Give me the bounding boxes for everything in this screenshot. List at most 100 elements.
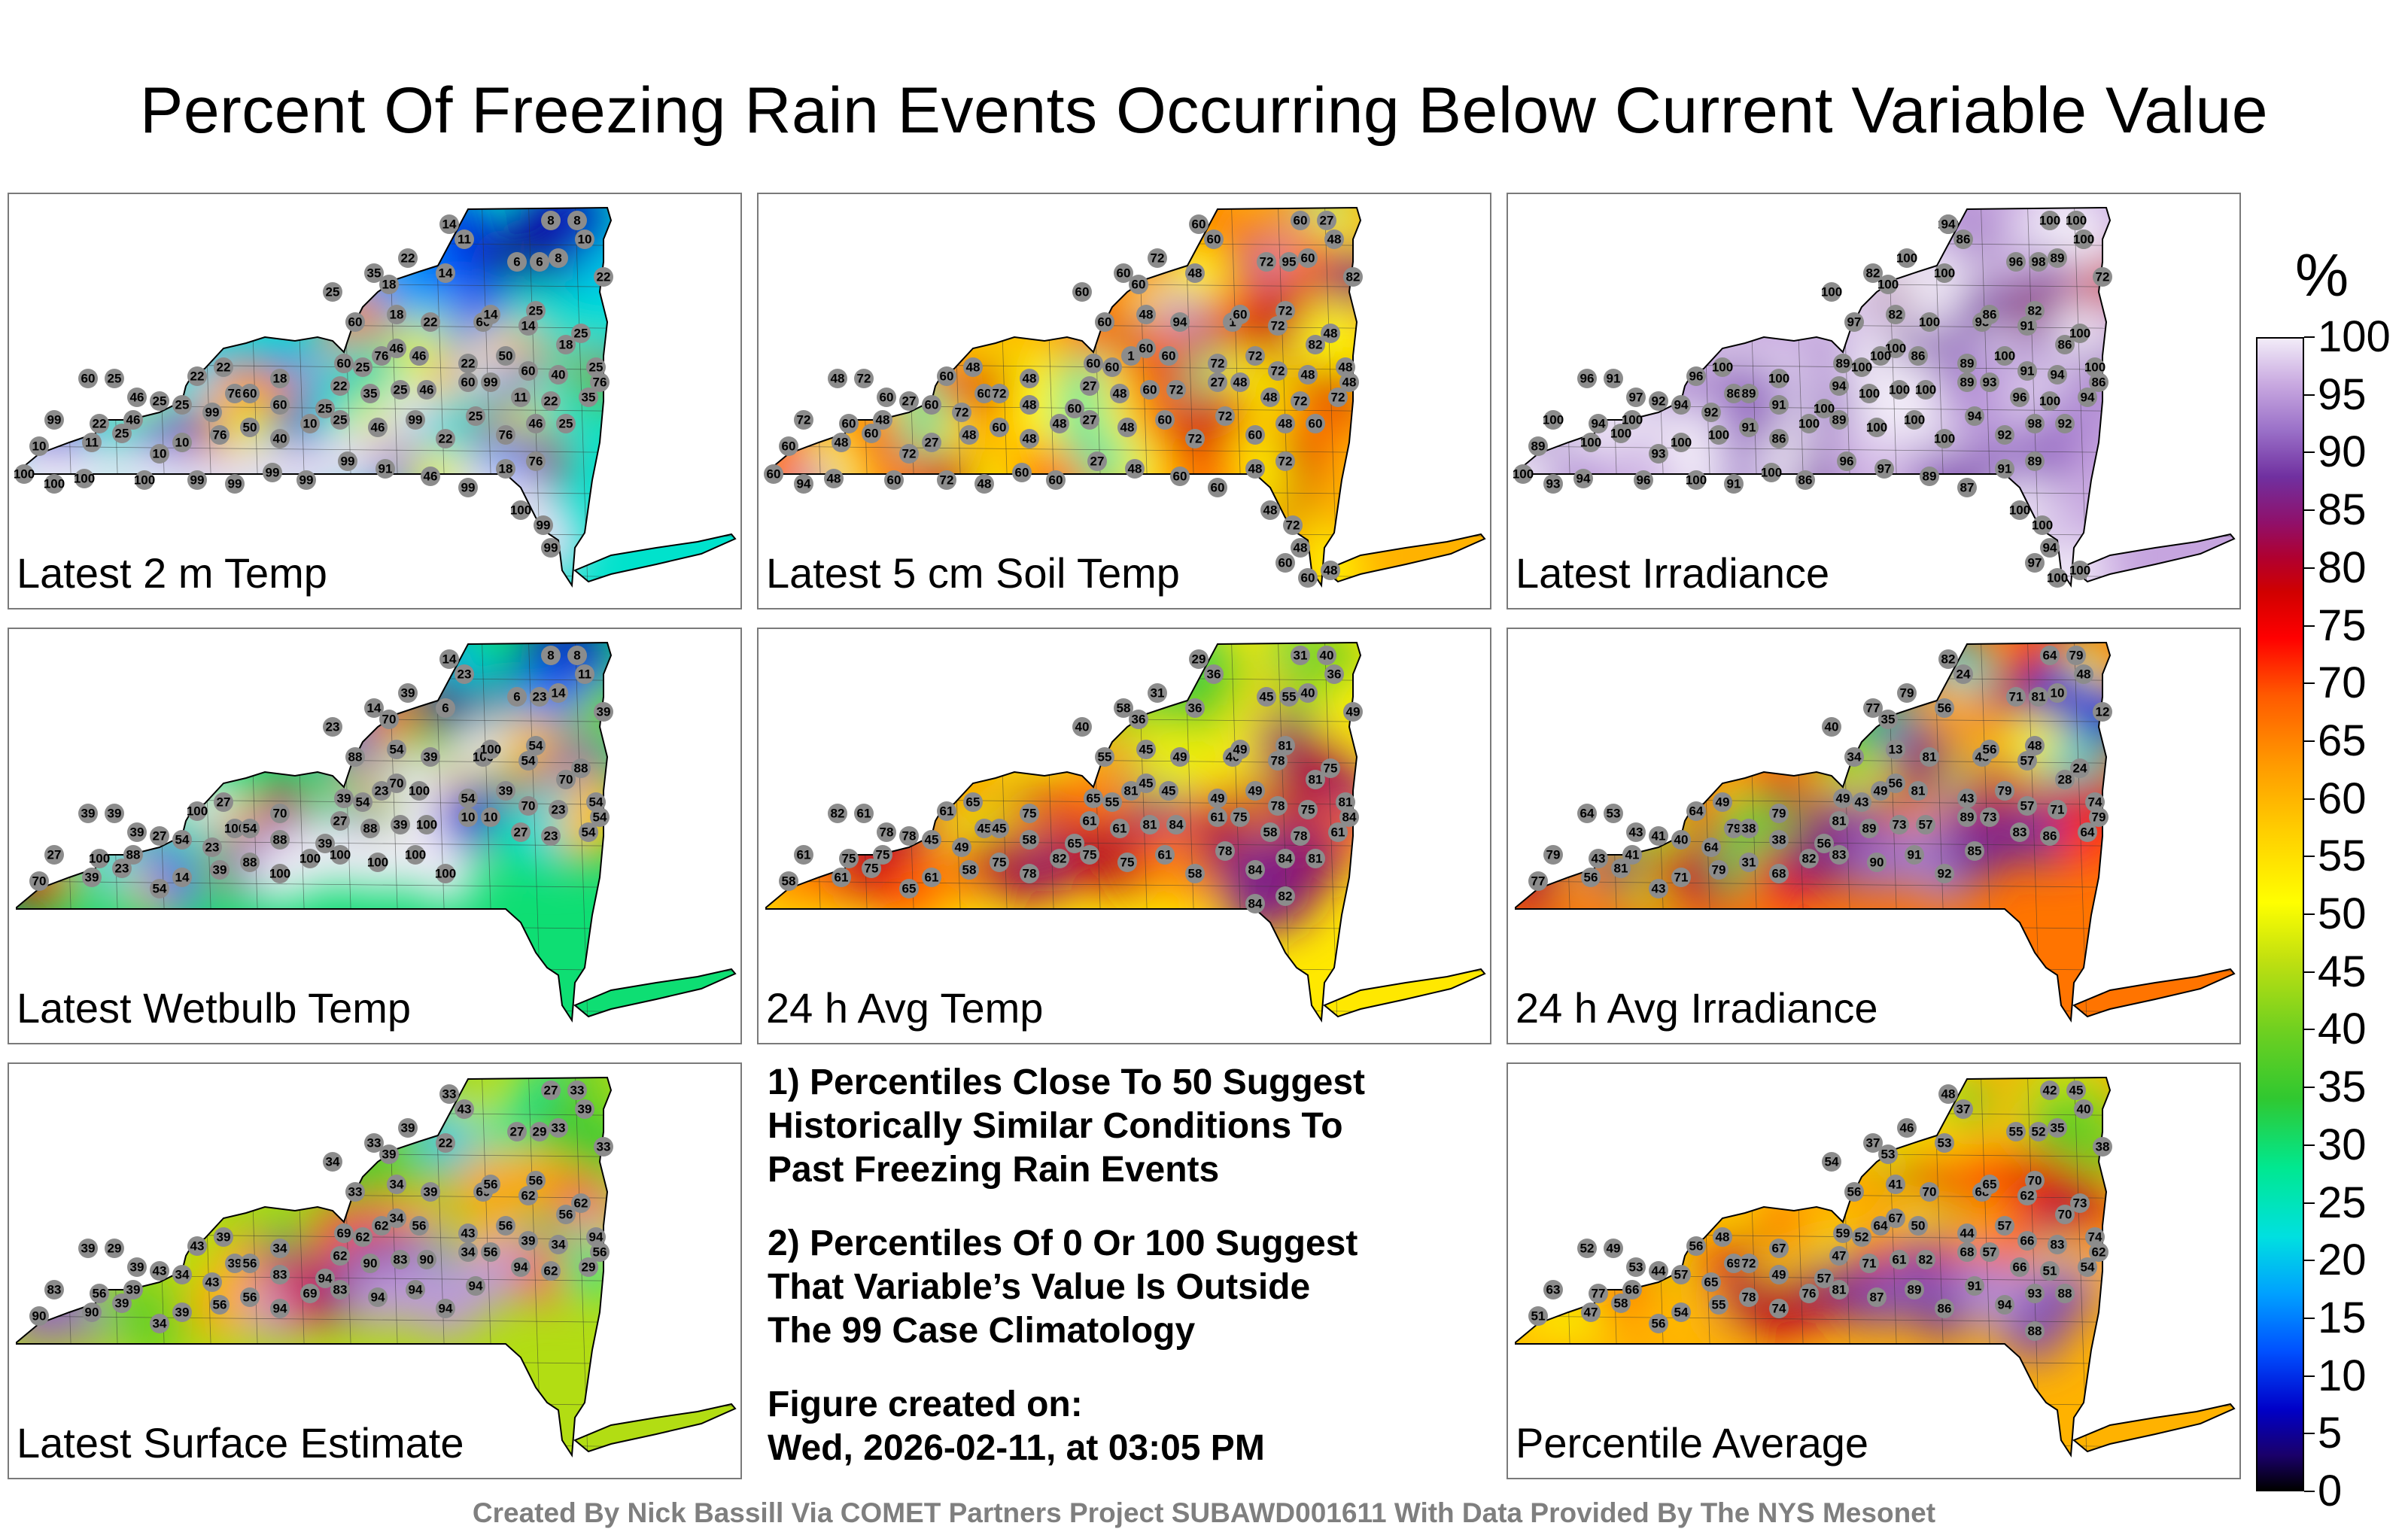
- colorbar-tickmark: [2304, 1491, 2315, 1492]
- station-value-label: 83: [333, 1283, 348, 1297]
- station-marker: 39: [127, 822, 147, 842]
- station-dot: [225, 384, 245, 403]
- station-marker: 60: [937, 366, 956, 386]
- station-marker: 35: [579, 388, 598, 407]
- colorbar-tickmark: [2304, 1087, 2315, 1089]
- station-value-label: 60: [865, 427, 879, 441]
- station-value-label: 51: [1531, 1309, 1546, 1324]
- station-dot: [974, 819, 994, 838]
- station-value-label: 8: [547, 214, 554, 228]
- station-dot: [1324, 664, 1344, 684]
- station-marker: 100: [409, 781, 430, 801]
- station-dot: [1121, 346, 1141, 366]
- station-marker: 78: [1291, 826, 1310, 846]
- map-panel: 82 64 79 48 24 79 77 56 71 81 40 35 10 12 13 34 56 81 43 56…: [1507, 628, 2241, 1044]
- station-value-label: 38: [2096, 1140, 2110, 1154]
- station-dot: [202, 403, 222, 422]
- station-dot: [2017, 796, 2037, 816]
- station-value-label: 6: [513, 690, 520, 704]
- station-value-label: 36: [1327, 667, 1342, 682]
- station-value-label: 43: [1629, 825, 1643, 840]
- station-value-label: 47: [1584, 1306, 1598, 1320]
- station-marker: 60: [877, 388, 896, 407]
- station-value-label: 35: [582, 391, 596, 405]
- station-dot: [1829, 376, 1849, 396]
- station-dot: [1980, 1242, 1999, 1262]
- panel-title: 24 h Avg Irradiance: [1516, 984, 1878, 1032]
- station-marker: 100: [269, 864, 290, 883]
- station-dot: [1890, 380, 1909, 400]
- station-dot: [1291, 538, 1310, 558]
- station-marker: 40: [1072, 717, 1092, 737]
- station-marker: 18: [387, 305, 406, 324]
- station-value-label: 39: [424, 1185, 438, 1199]
- station-marker: 25: [571, 324, 591, 343]
- station-value-label: 100: [2032, 518, 2053, 533]
- station-marker: 35: [360, 384, 380, 403]
- station-marker: 39: [78, 804, 98, 823]
- station-dot: [1649, 444, 1668, 464]
- station-value-label: 94: [409, 1283, 423, 1297]
- station-marker: 14: [364, 698, 384, 718]
- station-dot: [330, 376, 350, 396]
- station-value-label: 24: [2073, 761, 2087, 776]
- station-marker: 70: [2055, 1205, 2075, 1224]
- station-dot: [1125, 459, 1145, 479]
- station-marker: 34: [549, 1235, 568, 1254]
- station-value-label: 89: [1832, 413, 1847, 427]
- station-marker: 45: [1136, 774, 1156, 793]
- station-marker: 68: [1957, 1242, 1977, 1262]
- station-dot: [1908, 1216, 1928, 1236]
- station-marker: 48: [832, 433, 851, 452]
- station-marker: 100: [405, 845, 426, 865]
- station-marker: 23: [202, 837, 222, 857]
- station-dot: [1159, 346, 1178, 366]
- station-dot: [922, 868, 941, 887]
- station-value-label: 48: [1339, 360, 1353, 375]
- station-marker: 76: [590, 372, 610, 392]
- station-marker: 98: [2025, 414, 2045, 433]
- station-dot: [1581, 868, 1601, 887]
- station-marker: 57: [2017, 751, 2037, 771]
- station-marker: 82: [1863, 263, 1883, 283]
- station-value-label: 89: [1923, 470, 1937, 484]
- station-marker: 61: [937, 801, 956, 821]
- station-marker: 65: [1065, 834, 1084, 853]
- station-marker: 76: [496, 425, 515, 445]
- station-value-label: 100: [1889, 383, 1910, 397]
- station-marker: 54: [1822, 1152, 1841, 1172]
- colorbar-tick-label: 15: [2318, 1293, 2367, 1342]
- station-marker: 8: [567, 211, 587, 230]
- station-dot: [1148, 683, 1167, 703]
- panel-title: Latest Surface Estimate: [17, 1419, 464, 1467]
- county-line: [1516, 487, 2234, 496]
- station-value-label: 86: [2058, 338, 2072, 352]
- station-dot: [225, 819, 245, 838]
- note-1: 1) Percentiles Close To 50 Suggest Histo…: [768, 1061, 1475, 1192]
- station-value-label: 48: [1248, 462, 1263, 476]
- station-marker: 56: [1649, 1314, 1668, 1333]
- station-dot: [1905, 410, 1924, 430]
- station-value-label: 100: [89, 852, 110, 866]
- station-value-label: 60: [1139, 342, 1154, 356]
- station-dot: [511, 388, 531, 407]
- station-marker: 72: [990, 384, 1009, 403]
- station-value-label: 43: [1652, 882, 1666, 896]
- station-dot: [315, 399, 335, 418]
- station-dot: [1769, 429, 1789, 448]
- station-marker: 39: [518, 1231, 538, 1251]
- station-marker: 100: [2039, 391, 2060, 411]
- station-marker: 48: [1938, 1084, 1958, 1104]
- station-value-label: 63: [1546, 1283, 1561, 1297]
- station-dot: [1155, 410, 1175, 430]
- station-value-label: 49: [1173, 750, 1187, 764]
- station-marker: 60: [270, 395, 290, 415]
- station-dot: [2017, 316, 2037, 336]
- station-dot: [549, 683, 568, 703]
- station-value-label: 81: [1124, 784, 1139, 798]
- station-marker: 74: [1769, 1299, 1789, 1318]
- station-value-label: 91: [2020, 364, 2035, 378]
- station-dot: [541, 1081, 561, 1100]
- station-value-label: 54: [2081, 1260, 2095, 1275]
- station-marker: 82: [1050, 849, 1069, 868]
